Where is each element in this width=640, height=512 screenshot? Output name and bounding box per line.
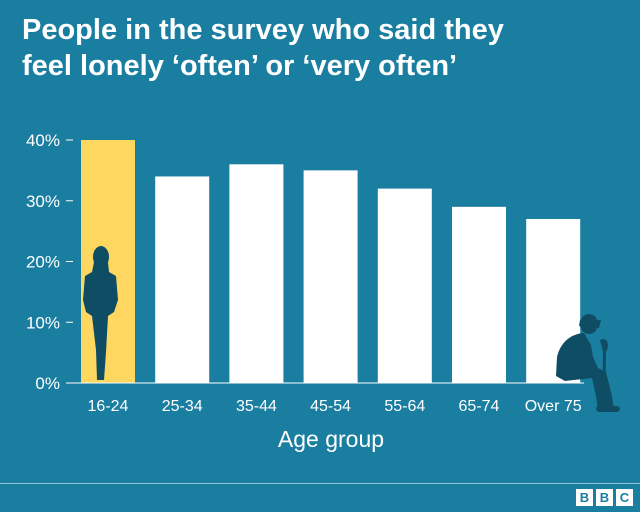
y-tick-label: 20% <box>26 253 60 272</box>
bars <box>81 140 581 383</box>
bar-chart: 0% 10% 20% 30% 40% 16-24 25-34 35-44 45-54 55-64… <box>26 131 620 452</box>
y-tick-label: 30% <box>26 192 60 211</box>
y-axis-ticks: 0% 10% 20% 30% 40% <box>26 131 73 393</box>
y-tick-label: 0% <box>35 374 60 393</box>
x-tick-label: Over 75 <box>525 398 582 415</box>
chart-title-line-2: feel lonely ‘often’ or ‘very often’ <box>22 50 458 82</box>
bar-35-44 <box>229 164 284 383</box>
x-tick-label: 35-44 <box>236 398 277 415</box>
bar-45-54 <box>303 170 358 383</box>
x-axis-title: Age group <box>278 426 384 452</box>
bar-65-74 <box>452 206 506 383</box>
y-tick-label: 40% <box>26 131 60 150</box>
x-axis-tick-labels: 16-24 25-34 35-44 45-54 55-64 65-74 Over 75 <box>88 398 582 415</box>
bar-25-34 <box>155 176 210 383</box>
x-tick-label: 65-74 <box>459 398 500 415</box>
bbc-logo-letter: C <box>616 489 633 506</box>
young-person-silhouette-icon <box>83 246 118 380</box>
bar-55-64 <box>377 188 432 383</box>
chart-title: People in the survey who said they feel … <box>22 12 622 84</box>
chart-title-line-1: People in the survey who said they <box>22 14 504 46</box>
x-tick-label: 25-34 <box>162 398 203 415</box>
x-tick-label: 16-24 <box>88 398 129 415</box>
footer-divider <box>0 483 640 484</box>
elderly-person-silhouette-icon <box>556 314 620 412</box>
bbc-logo: B B C <box>576 489 633 506</box>
y-tick-label: 10% <box>26 313 60 332</box>
x-tick-label: 45-54 <box>310 398 351 415</box>
bbc-logo-letter: B <box>576 489 593 506</box>
x-tick-label: 55-64 <box>384 398 425 415</box>
bbc-logo-letter: B <box>596 489 613 506</box>
